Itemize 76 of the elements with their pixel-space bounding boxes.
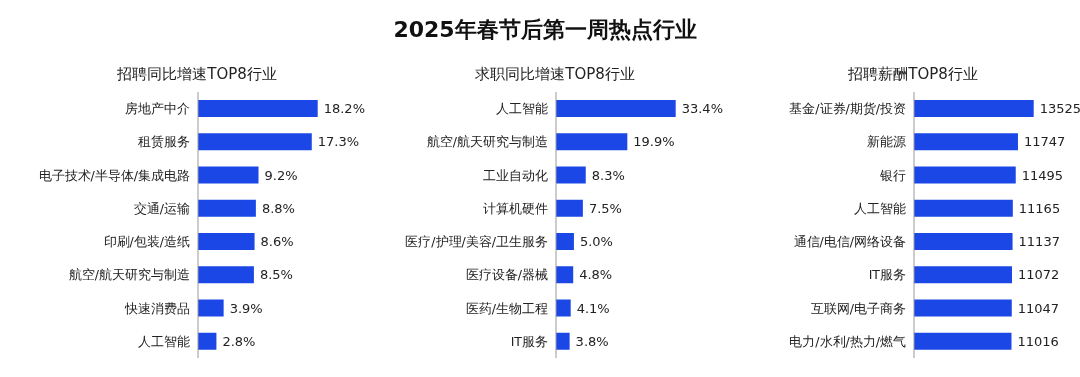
data-label: 4.8% xyxy=(579,267,613,283)
data-label: 5.0% xyxy=(579,234,613,250)
data-label: 4.1% xyxy=(576,300,610,316)
bar xyxy=(198,100,318,117)
bar xyxy=(914,199,1013,217)
y-tick-label: 医疗/护理/美容/卫生服务 xyxy=(405,234,548,250)
y-tick-label: 人工智能 xyxy=(496,101,548,117)
chart-subtitle: 招聘同比增速TOP8行业 xyxy=(116,64,278,85)
bar xyxy=(914,100,1034,117)
y-tick-label: 航空/航天研究与制造 xyxy=(68,267,190,283)
data-label: 11016 xyxy=(1017,333,1059,349)
bar xyxy=(198,299,224,317)
data-label: 11495 xyxy=(1021,167,1064,183)
data-label: 11047 xyxy=(1017,300,1060,316)
bar xyxy=(556,199,583,217)
bar xyxy=(914,133,1018,151)
data-label: 8.6% xyxy=(260,234,294,250)
bar xyxy=(198,233,255,250)
data-label: 7.5% xyxy=(588,200,622,216)
data-label: 11137 xyxy=(1018,234,1060,250)
chart-title: 2025年春节后第一周热点行业 xyxy=(392,16,698,44)
bar xyxy=(556,266,574,284)
data-label: 18.2% xyxy=(323,101,366,117)
data-label: 2.8% xyxy=(222,333,256,349)
chart-subtitle: 求职同比增速TOP8行业 xyxy=(474,64,636,85)
data-label: 8.5% xyxy=(259,267,293,283)
y-tick-label: 航空/航天研究与制造 xyxy=(426,134,548,150)
data-label: 11165 xyxy=(1018,200,1061,216)
data-label: 11072 xyxy=(1017,267,1060,283)
bar xyxy=(198,199,256,217)
data-label: 9.2% xyxy=(264,167,298,183)
y-tick-label: 人工智能 xyxy=(138,333,190,349)
data-label: 11747 xyxy=(1023,134,1066,150)
data-label: 19.9% xyxy=(633,134,675,150)
y-tick-label: 通信/电信/网络设备 xyxy=(793,234,906,250)
bar xyxy=(556,133,628,151)
data-label: 8.8% xyxy=(261,200,295,216)
y-tick-label: 租赁服务 xyxy=(138,134,190,150)
y-tick-label: 交通/运输 xyxy=(133,200,190,216)
y-tick-label: IT服务 xyxy=(868,267,906,283)
bar xyxy=(914,332,1012,350)
bar xyxy=(198,166,259,184)
y-tick-label: 互联网/电子商务 xyxy=(810,300,906,316)
bar xyxy=(198,133,312,151)
chart-subtitle: 招聘薪酬TOP8行业 xyxy=(847,64,979,85)
y-tick-label: 电子技术/半导体/集成电路 xyxy=(38,167,190,183)
bar xyxy=(556,233,574,250)
y-tick-label: 工业自动化 xyxy=(483,167,548,183)
y-tick-label: 印刷/包装/造纸 xyxy=(103,234,190,250)
y-tick-label: 快速消费品 xyxy=(124,300,190,316)
bar xyxy=(556,166,586,184)
y-tick-label: 人工智能 xyxy=(854,200,906,216)
y-tick-label: 医药/生物工程 xyxy=(465,300,548,316)
data-label: 3.8% xyxy=(575,333,609,349)
y-tick-label: 计算机硬件 xyxy=(483,200,548,216)
y-tick-label: 房地产中介 xyxy=(125,101,190,117)
bar xyxy=(556,100,676,117)
bar xyxy=(556,299,571,317)
bar xyxy=(198,332,217,350)
y-tick-label: 医疗设备/器械 xyxy=(465,267,548,283)
y-tick-label: 电力/水利/热力/燃气 xyxy=(789,333,906,349)
bar xyxy=(914,299,1012,317)
bar xyxy=(914,166,1016,184)
data-label: 13525 xyxy=(1039,101,1080,117)
bar xyxy=(556,332,570,350)
data-label: 33.4% xyxy=(681,101,724,117)
y-tick-label: 银行 xyxy=(879,167,906,183)
data-label: 17.3% xyxy=(317,134,360,150)
data-label: 8.3% xyxy=(591,167,625,183)
data-label: 3.9% xyxy=(229,300,263,316)
y-tick-label: 基金/证券/期货/投资 xyxy=(789,101,906,117)
bar xyxy=(914,233,1013,250)
y-tick-label: 新能源 xyxy=(867,134,906,150)
bar xyxy=(914,266,1012,284)
y-tick-label: IT服务 xyxy=(510,333,548,349)
bar xyxy=(198,266,254,284)
